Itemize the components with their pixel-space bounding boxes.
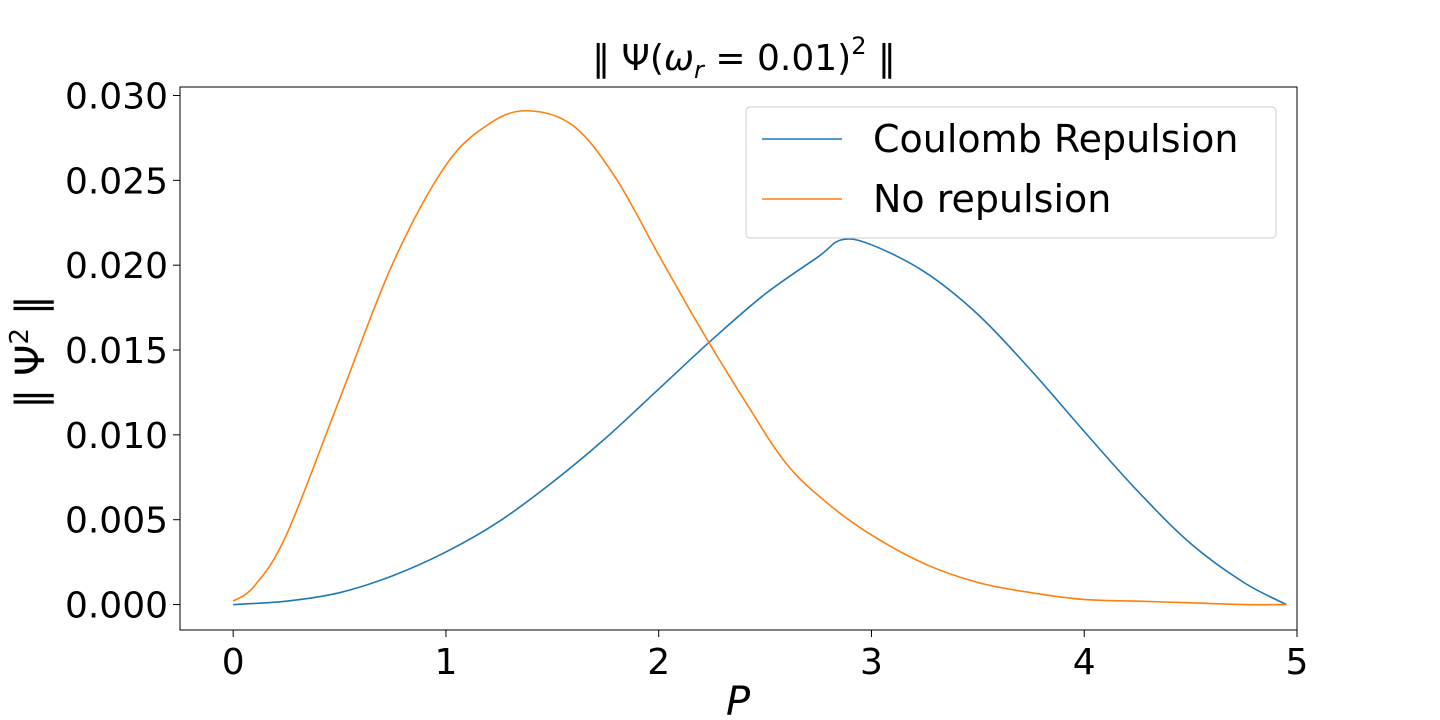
legend: Coulomb Repulsion No repulsion bbox=[745, 106, 1277, 239]
legend-label-coulomb: Coulomb Repulsion bbox=[873, 117, 1238, 161]
chart-title: ‖ Ψ(ωr = 0.01)2 ‖ bbox=[592, 32, 896, 84]
x-tick-label: 2 bbox=[647, 642, 670, 683]
y-tick-label: 0.005 bbox=[65, 501, 168, 542]
ylabel-prefix: ‖ Ψ bbox=[8, 345, 54, 409]
title-mid: = 0.01) bbox=[704, 38, 851, 79]
x-tick-label: 0 bbox=[222, 642, 245, 683]
title-omega: ω bbox=[664, 38, 694, 79]
y-axis-ticks: 0.000 0.005 0.010 0.015 0.020 0.025 0.030 bbox=[65, 76, 180, 627]
x-tick-label: 4 bbox=[1073, 642, 1096, 683]
x-axis-label: P bbox=[726, 679, 751, 720]
ylabel-suffix: ‖ bbox=[8, 295, 54, 328]
series-line-coulomb-repulsion bbox=[233, 238, 1287, 606]
y-tick-label: 0.015 bbox=[65, 331, 168, 372]
x-tick-label: 1 bbox=[434, 642, 457, 683]
x-tick-label: 3 bbox=[860, 642, 883, 683]
title-suffix: ‖ bbox=[866, 38, 895, 79]
title-superscript: 2 bbox=[851, 32, 866, 60]
title-prefix: ‖ Ψ( bbox=[592, 38, 664, 79]
y-tick-label: 0.020 bbox=[65, 246, 168, 287]
y-tick-label: 0.030 bbox=[65, 76, 168, 117]
title-subscript: r bbox=[694, 56, 706, 84]
y-tick-label: 0.025 bbox=[65, 161, 168, 202]
plot-frame bbox=[179, 86, 1298, 631]
series-line-no-repulsion bbox=[232, 109, 1287, 606]
y-axis-label: ‖ Ψ2 ‖ bbox=[5, 295, 54, 408]
ylabel-superscript: 2 bbox=[5, 328, 35, 345]
y-tick-label: 0.010 bbox=[65, 416, 168, 457]
x-tick-label: 5 bbox=[1286, 642, 1309, 683]
x-axis-ticks: 0 1 2 3 4 5 bbox=[222, 630, 1309, 683]
series-layer bbox=[232, 109, 1287, 606]
y-tick-label: 0.000 bbox=[65, 586, 168, 627]
legend-label-no-repulsion: No repulsion bbox=[873, 177, 1111, 221]
legend-box bbox=[745, 106, 1277, 239]
